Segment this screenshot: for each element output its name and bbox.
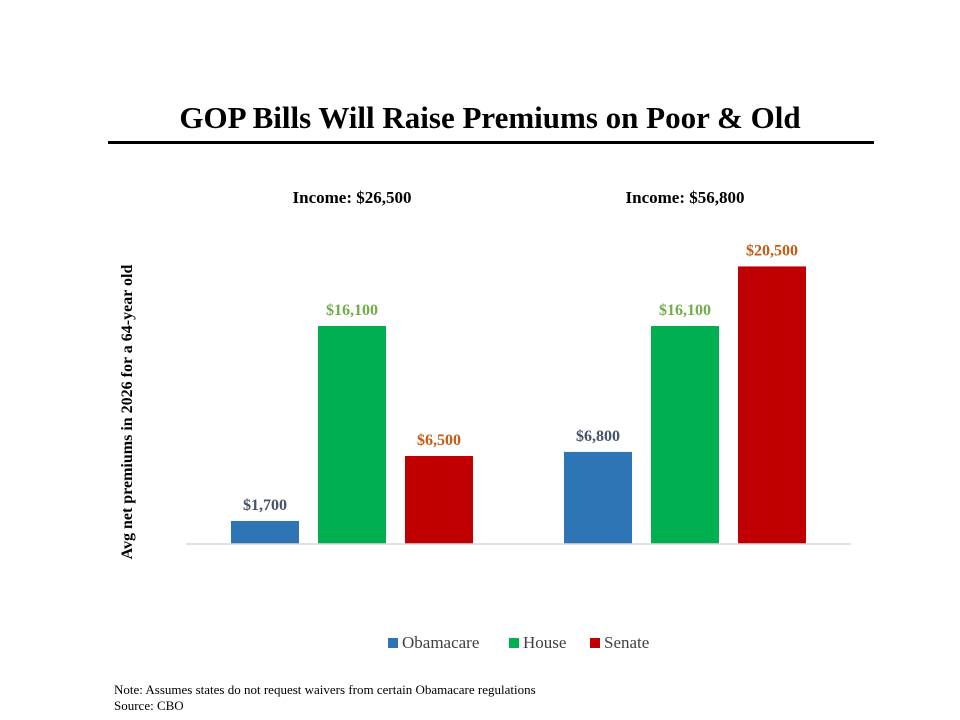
legend-label-senate: Senate (604, 633, 649, 652)
footnote: Note: Assumes states do not request waiv… (114, 682, 536, 714)
source-text: Source: CBO (114, 698, 184, 713)
legend-label-obamacare: Obamacare (402, 633, 479, 652)
bar-obamacare (564, 451, 632, 544)
data-label: $6,500 (417, 432, 461, 449)
category-label: Income: $26,500 (293, 188, 412, 207)
bar-senate (405, 455, 473, 544)
bar-obamacare (231, 520, 299, 544)
chart-title: GOP Bills Will Raise Premiums on Poor & … (179, 100, 801, 135)
legend-swatch-house (509, 638, 519, 648)
legend-swatch-senate (590, 638, 600, 648)
data-label: $16,100 (659, 302, 711, 319)
data-label: $6,800 (576, 428, 620, 445)
data-label: $16,100 (326, 302, 378, 319)
legend-label-house: House (523, 633, 566, 652)
note-text: Note: Assumes states do not request waiv… (114, 682, 536, 697)
category-label: Income: $56,800 (626, 188, 745, 207)
bar-senate (738, 266, 806, 544)
bar-house (651, 326, 719, 544)
legend-swatch-obamacare (388, 638, 398, 648)
title-underline (108, 141, 874, 144)
data-label: $1,700 (243, 497, 287, 514)
y-axis-label: Avg net premiums in 2026 for a 64-year o… (119, 265, 136, 560)
bar-house (318, 326, 386, 544)
data-label: $20,500 (746, 242, 798, 259)
